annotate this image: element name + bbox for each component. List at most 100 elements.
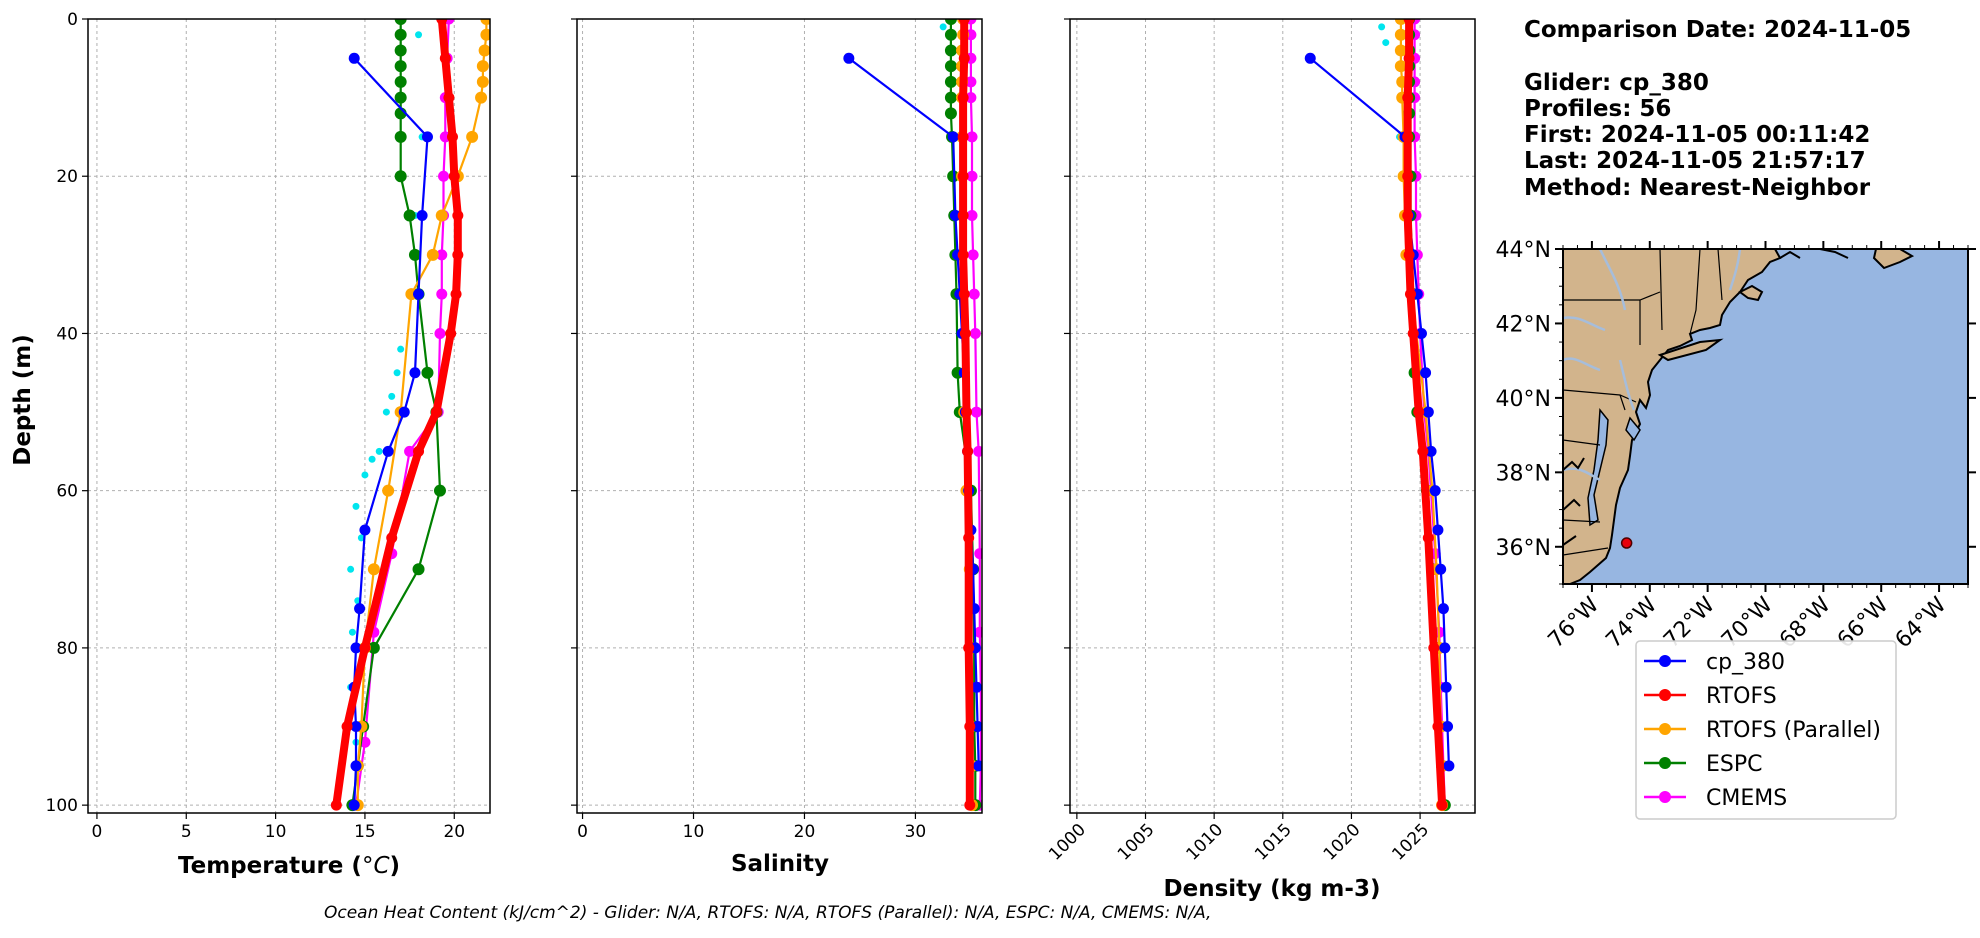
glider-name: Glider: cp_380	[1524, 70, 1709, 96]
legend-label: cp_380	[1706, 650, 1785, 675]
y-tick-label: 0	[67, 10, 78, 30]
series-rtofs	[1402, 19, 1448, 811]
x-tick-label: 15	[354, 822, 376, 842]
series-point	[965, 76, 977, 88]
series-point	[394, 60, 407, 73]
glider-raw-point	[357, 534, 365, 542]
density-panel: 1000 1005 1010 1015 1020 1025	[1045, 18, 1476, 865]
series-point	[367, 641, 380, 654]
series-point	[394, 19, 407, 25]
series-point	[439, 52, 451, 64]
series-point	[382, 484, 395, 497]
series-point	[1422, 406, 1434, 418]
legend-label: CMEMS	[1706, 786, 1787, 811]
glider-raw-point	[368, 455, 376, 463]
series-point	[434, 327, 446, 339]
lat-tick-label: 38°N	[1496, 461, 1551, 486]
series-point	[394, 44, 407, 57]
x-tick-label: 30	[905, 822, 927, 842]
last-time: Last: 2024-11-05 21:57:17	[1524, 148, 1866, 174]
y-tick-label: 60	[56, 482, 78, 502]
series-point	[966, 170, 978, 182]
series-point	[436, 19, 448, 25]
series-rtofs	[330, 19, 464, 811]
series-point	[959, 327, 971, 339]
series-point	[433, 484, 446, 497]
series-point	[944, 19, 957, 25]
series-point	[1404, 288, 1416, 300]
series-point	[965, 92, 977, 104]
series-point	[475, 91, 488, 104]
series-point	[964, 721, 976, 733]
glider-raw-point	[939, 23, 947, 31]
series-point	[1437, 603, 1449, 615]
series-point	[409, 367, 421, 379]
lat-tick-label: 44°N	[1496, 238, 1551, 263]
legend-marker	[1659, 791, 1671, 803]
series-point	[974, 548, 982, 560]
x-tick-label: 0	[92, 822, 103, 842]
series-point	[341, 721, 353, 733]
lat-tick-label: 42°N	[1496, 312, 1551, 337]
x-tick-label: 10	[683, 822, 705, 842]
x-tick-label: 5	[181, 822, 192, 842]
series-point	[1417, 445, 1429, 457]
method: Method: Nearest-Neighbor	[1524, 175, 1871, 201]
series-point	[1442, 721, 1454, 733]
series-point	[1432, 524, 1444, 536]
series-point	[957, 249, 969, 261]
series-rtofs	[957, 19, 976, 811]
series-point	[1402, 92, 1414, 104]
series-point	[367, 563, 380, 576]
series-point	[958, 19, 970, 25]
location-map: 76°W74°W72°W70°W68°W66°W64°W44°N42°N40°N…	[1496, 238, 1976, 653]
lat-tick-label: 40°N	[1496, 387, 1551, 412]
y-tick-label: 100	[46, 796, 78, 816]
series-point	[843, 52, 855, 64]
series-point	[350, 642, 362, 654]
legend-marker	[1659, 757, 1671, 769]
series-point	[957, 131, 969, 143]
series-point	[359, 642, 371, 654]
glider-raw-point	[397, 345, 405, 353]
map-coast-detail	[1563, 249, 1849, 546]
series-point	[412, 563, 425, 576]
series-point	[1432, 721, 1444, 733]
series-point	[967, 249, 979, 261]
series-point	[958, 288, 970, 300]
legend-label: RTOFS	[1706, 684, 1777, 709]
x-tick-label: 20	[794, 822, 816, 842]
profile-count: Profiles: 56	[1524, 96, 1671, 122]
glider-raw-point	[347, 565, 355, 573]
series-point	[1403, 249, 1415, 261]
temperature-axis-label: Temperature (°C)	[178, 853, 400, 879]
series-point	[970, 406, 982, 418]
series-point	[957, 210, 969, 222]
series-point	[1304, 52, 1316, 64]
series-point	[1415, 327, 1427, 339]
series-point	[964, 799, 976, 811]
series-line	[353, 57, 429, 806]
series-point	[1407, 327, 1419, 339]
density-axis-label: Density (kg m-3)	[1164, 876, 1381, 902]
legend-marker	[1659, 689, 1671, 701]
series-point	[1429, 485, 1441, 497]
series-point	[944, 44, 957, 57]
series-point	[350, 760, 362, 772]
series-point	[957, 92, 969, 104]
glider-raw-point	[382, 408, 390, 416]
series-point	[413, 445, 425, 457]
glider-raw-point	[388, 392, 396, 400]
info-block: Comparison Date: 2024-11-05 Glider: cp_3…	[1524, 17, 1911, 201]
series-point	[944, 107, 957, 120]
salinity-axis-label: Salinity	[731, 851, 829, 877]
series-point	[1443, 760, 1455, 772]
legend-entry: cp_380	[1644, 650, 1785, 675]
series-point	[480, 19, 490, 25]
glider-raw-point	[1382, 39, 1390, 47]
series-point	[944, 28, 957, 41]
series-point	[947, 170, 960, 183]
x-tick-label: 1015	[1251, 820, 1296, 865]
